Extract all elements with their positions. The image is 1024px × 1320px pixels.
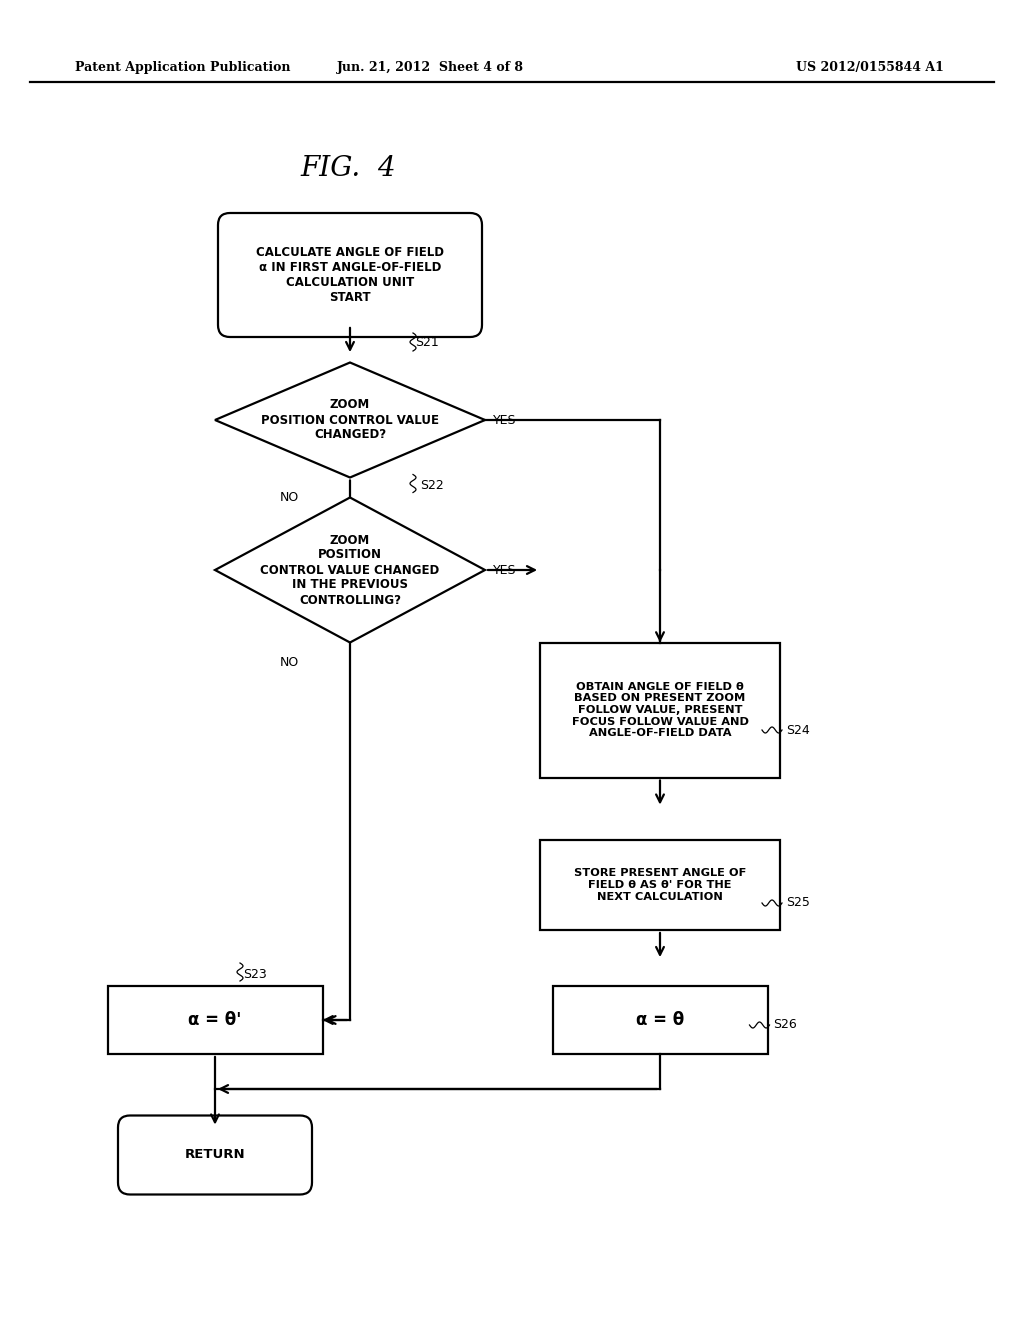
Polygon shape: [215, 498, 485, 643]
Text: S22: S22: [420, 479, 443, 492]
Polygon shape: [215, 363, 485, 478]
Bar: [540, 643, 780, 777]
Text: FIG.  4: FIG. 4: [300, 154, 395, 181]
Text: NO: NO: [280, 491, 299, 504]
Text: S26: S26: [773, 1019, 798, 1031]
Text: S23: S23: [243, 968, 266, 981]
Text: US 2012/0155844 A1: US 2012/0155844 A1: [796, 62, 944, 74]
Bar: [108, 986, 323, 1053]
Bar: [540, 840, 780, 931]
Text: NO: NO: [280, 656, 299, 669]
Text: RETURN: RETURN: [184, 1148, 246, 1162]
Text: α = θ': α = θ': [188, 1011, 242, 1030]
Text: Patent Application Publication: Patent Application Publication: [75, 62, 291, 74]
Text: ZOOM
POSITION CONTROL VALUE
CHANGED?: ZOOM POSITION CONTROL VALUE CHANGED?: [261, 399, 439, 441]
FancyBboxPatch shape: [218, 213, 482, 337]
FancyBboxPatch shape: [118, 1115, 312, 1195]
Text: α = θ: α = θ: [636, 1011, 684, 1030]
Text: YES: YES: [493, 564, 516, 577]
Text: OBTAIN ANGLE OF FIELD θ
BASED ON PRESENT ZOOM
FOLLOW VALUE, PRESENT
FOCUS FOLLOW: OBTAIN ANGLE OF FIELD θ BASED ON PRESENT…: [571, 682, 749, 738]
Text: S24: S24: [786, 723, 810, 737]
Text: STORE PRESENT ANGLE OF
FIELD θ AS θ' FOR THE
NEXT CALCULATION: STORE PRESENT ANGLE OF FIELD θ AS θ' FOR…: [573, 869, 746, 902]
Text: Jun. 21, 2012  Sheet 4 of 8: Jun. 21, 2012 Sheet 4 of 8: [337, 62, 523, 74]
Text: ZOOM
POSITION
CONTROL VALUE CHANGED
IN THE PREVIOUS
CONTROLLING?: ZOOM POSITION CONTROL VALUE CHANGED IN T…: [260, 533, 439, 606]
Bar: [553, 986, 768, 1053]
Text: S25: S25: [786, 896, 810, 909]
Text: YES: YES: [493, 413, 516, 426]
Text: S21: S21: [415, 337, 438, 350]
Text: CALCULATE ANGLE OF FIELD
α IN FIRST ANGLE-OF-FIELD
CALCULATION UNIT
START: CALCULATE ANGLE OF FIELD α IN FIRST ANGL…: [256, 246, 444, 304]
